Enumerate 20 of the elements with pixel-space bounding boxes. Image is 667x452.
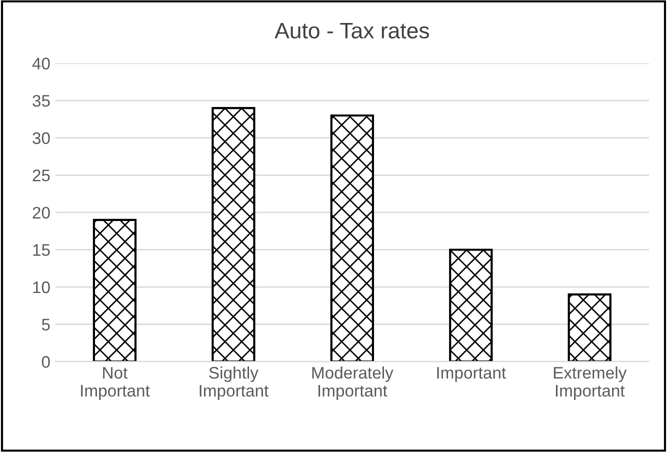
y-tick-label: 15	[33, 244, 50, 256]
y-tick-label: 0	[42, 356, 50, 368]
bar	[330, 114, 374, 362]
y-tick-label: 25	[32, 170, 50, 182]
y-tick-label: 30	[32, 132, 50, 144]
y-tick-label: 40	[32, 58, 50, 70]
y-tick-label: 5	[42, 318, 50, 331]
x-tick-label: Sightly Important	[200, 366, 269, 400]
bar	[92, 218, 137, 362]
y-tick-label: 20	[32, 206, 50, 219]
y-tick-label: 35	[32, 94, 50, 107]
x-tick-label: Moderately Important	[312, 366, 394, 400]
bar	[212, 106, 256, 362]
x-tick-label: Not Important	[81, 367, 150, 400]
y-tick-label: 10	[33, 281, 50, 294]
x-tick-label: Important	[437, 367, 506, 382]
x-tick-label: Extremely Important	[554, 366, 627, 400]
bar	[449, 248, 493, 362]
chart-title: Auto - Tax rates	[274, 22, 429, 38]
bar	[568, 293, 612, 362]
